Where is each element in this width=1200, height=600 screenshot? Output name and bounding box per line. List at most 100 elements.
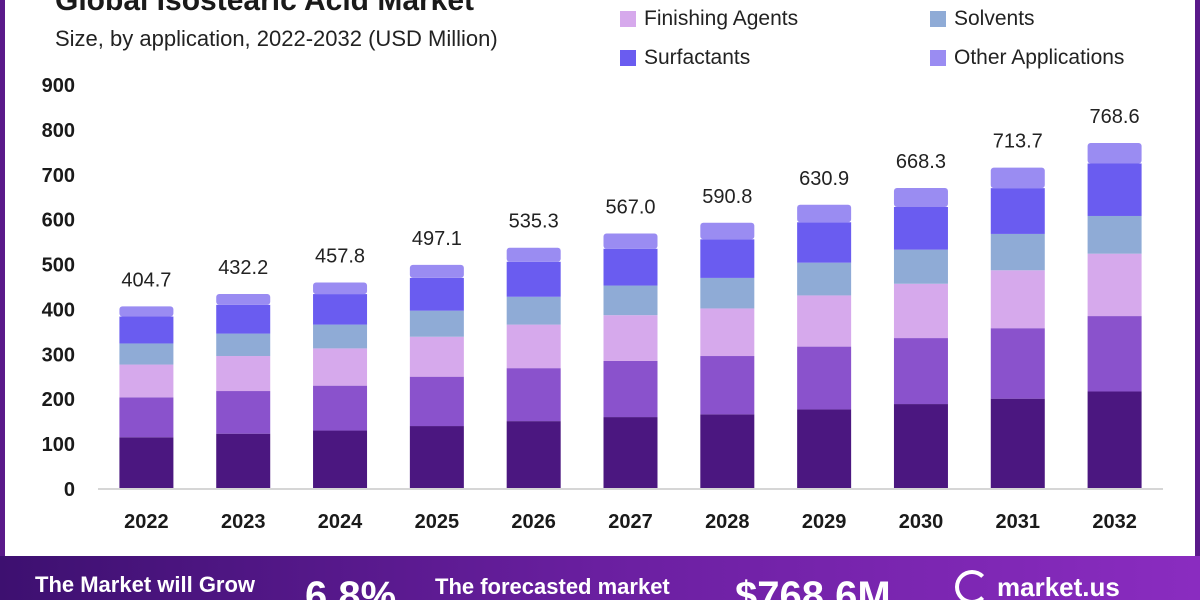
banner-forecast-text: The forecasted market (435, 574, 670, 599)
stacked-bar-chart: 0 100 200 300 400 500 600 700 800 900 404.7 2022 432… (42, 75, 1163, 533)
bar-segment (506, 247, 561, 262)
bar-segment (409, 310, 464, 337)
bar-segment (700, 277, 755, 309)
bar-segment (797, 262, 852, 296)
legend-item-solvents: Solvents (930, 4, 1035, 34)
bar-segment (990, 188, 1045, 234)
bar-segment (990, 328, 1045, 399)
bar-segment (700, 239, 755, 278)
left-frame-border (0, 0, 5, 560)
bar-segment (409, 376, 464, 427)
y-tick-label: 400 (42, 299, 75, 321)
legend-swatch (930, 50, 946, 66)
legend-swatch (620, 50, 636, 66)
legend-label: Surfactants (644, 46, 751, 69)
bar-segment (700, 308, 755, 357)
bar-segment (119, 343, 174, 365)
brand-icon (955, 570, 989, 600)
legend-item-finishing-agents: Finishing Agents (620, 4, 798, 34)
bar-segment (1087, 215, 1142, 254)
bar-segment (506, 296, 561, 325)
banner-market-value: $768.6M (735, 574, 891, 600)
bar-segment (797, 409, 852, 488)
bar-total-label: 497.1 (412, 228, 462, 250)
bar-segment (409, 426, 464, 488)
bar-segment (506, 324, 561, 369)
bar-segment (119, 316, 174, 344)
legend-swatch (930, 11, 946, 27)
legend-swatch (620, 11, 636, 27)
bar-segment (1087, 316, 1142, 392)
y-tick-label: 600 (42, 210, 75, 232)
bar-segment (797, 295, 852, 347)
x-tick-label: 2029 (802, 511, 847, 533)
bar-segment (119, 306, 174, 317)
bar-segment (603, 360, 658, 418)
bar-segment (216, 333, 271, 357)
bar-total-label: 590.8 (702, 186, 752, 208)
bar-segment (1087, 391, 1142, 488)
brand-name: market.us (997, 571, 1120, 600)
bar-segment (313, 430, 368, 488)
bar-segment (313, 294, 368, 325)
brand-logo: market.us (955, 570, 1120, 600)
legend-label: Finishing Agents (644, 7, 799, 30)
right-frame-border (1195, 0, 1200, 560)
bar-segment (313, 282, 368, 295)
bar-segment (216, 391, 271, 434)
chart-subtitle: Size, by application, 2022-2032 (USD Mil… (55, 26, 498, 51)
y-tick-label: 900 (42, 75, 75, 97)
bar-segment (216, 304, 271, 334)
bar-segment (990, 270, 1045, 329)
bar-segment (893, 338, 948, 405)
y-tick-label: 500 (42, 255, 75, 277)
bar-segment (893, 283, 948, 339)
bar-segment (603, 233, 658, 249)
bar-segment (893, 188, 948, 207)
y-tick-label: 700 (42, 165, 75, 187)
x-tick-label: 2027 (608, 511, 653, 533)
chart-title: Global Isostearic Acid Market (55, 0, 475, 17)
banner-growth-text: The Market will Grow (35, 572, 256, 597)
bar-segment (893, 404, 948, 488)
bar-segment (700, 356, 755, 415)
bar-total-label: 668.3 (896, 151, 946, 173)
bar-total-label: 713.7 (993, 131, 1043, 153)
banner-cagr-value: 6.8% (305, 574, 397, 600)
bar-segment (990, 398, 1045, 488)
bar-segment (990, 167, 1045, 189)
bar-segment (603, 417, 658, 488)
bar-segment (700, 414, 755, 488)
bar-segment (893, 206, 948, 250)
bar-segment (119, 437, 174, 488)
bar-segment (409, 336, 464, 377)
x-tick-label: 2025 (415, 511, 460, 533)
bar-segment (797, 346, 852, 410)
bar-total-label: 432.2 (218, 257, 268, 279)
bar-total-label: 567.0 (605, 196, 655, 218)
bar-total-label: 768.6 (1090, 106, 1140, 128)
y-tick-label: 100 (42, 434, 75, 456)
x-tick-label: 2026 (511, 511, 556, 533)
bar-segment (409, 264, 464, 278)
bar-segment (119, 397, 174, 438)
bar-segment (797, 222, 852, 263)
y-tick-label: 300 (42, 344, 75, 366)
x-tick-label: 2030 (899, 511, 944, 533)
legend-label: Other Applications (954, 46, 1125, 69)
x-tick-label: 2024 (318, 511, 363, 533)
x-tick-label: 2031 (996, 511, 1041, 533)
bar-segment (1087, 163, 1142, 216)
bar-total-label: 404.7 (121, 269, 171, 291)
x-tick-label: 2022 (124, 511, 169, 533)
y-tick-label: 0 (64, 479, 75, 501)
bar-segment (409, 277, 464, 311)
bar-segment (313, 324, 368, 349)
bar-segment (216, 293, 271, 305)
bar-segment (506, 368, 561, 422)
bar-total-label: 535.3 (509, 211, 559, 233)
footer-banner: The Market will Grow 6.8% The forecasted… (0, 556, 1200, 600)
bar-total-label: 630.9 (799, 168, 849, 190)
bar-segment (506, 421, 561, 488)
x-tick-label: 2028 (705, 511, 750, 533)
